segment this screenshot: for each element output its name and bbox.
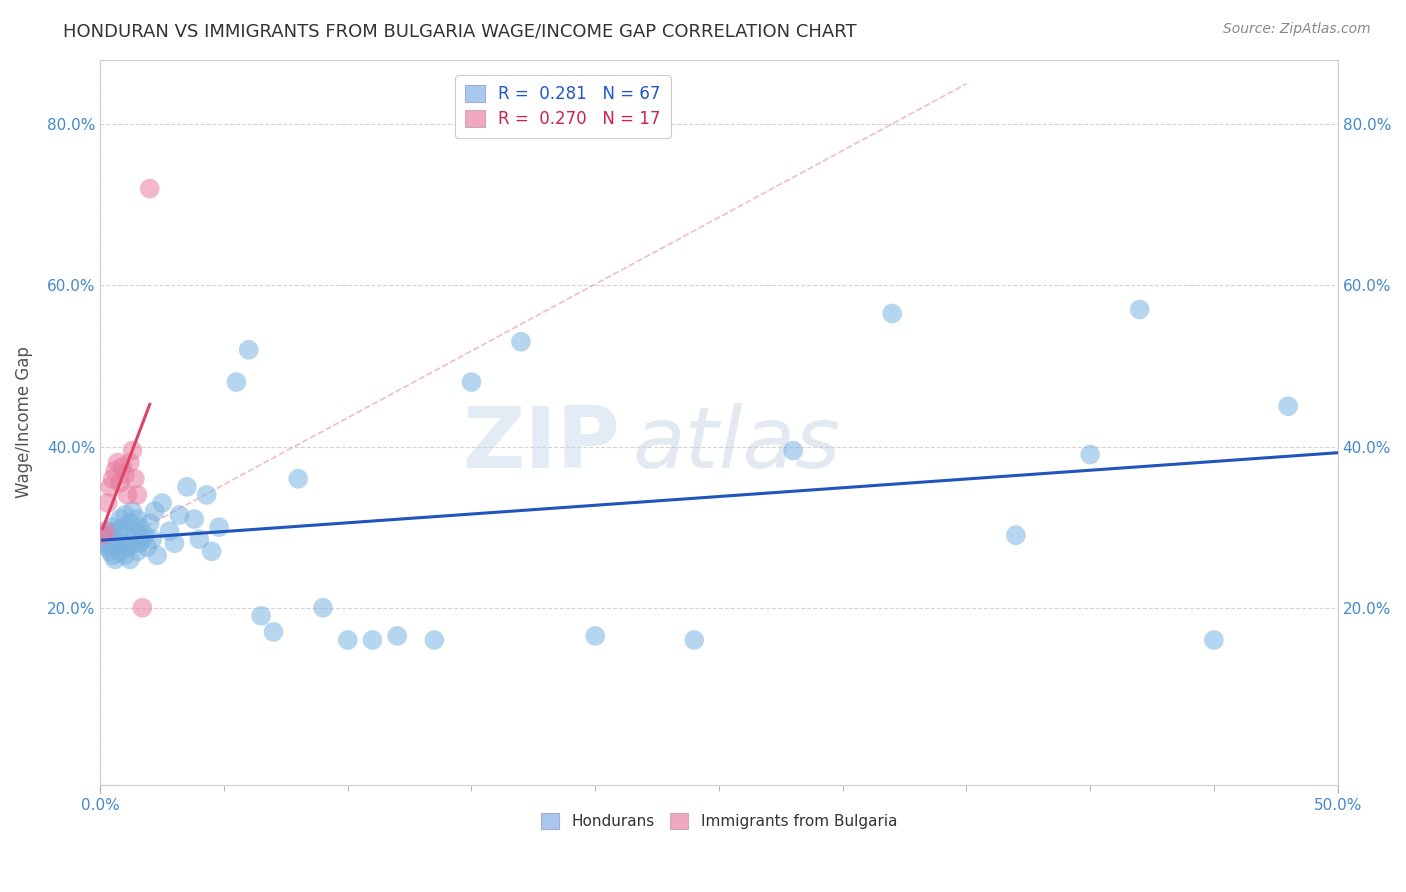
Point <box>117 488 139 502</box>
Point <box>111 459 134 474</box>
Legend: Hondurans, Immigrants from Bulgaria: Hondurans, Immigrants from Bulgaria <box>534 807 903 836</box>
Point <box>94 524 117 538</box>
Text: HONDURAN VS IMMIGRANTS FROM BULGARIA WAGE/INCOME GAP CORRELATION CHART: HONDURAN VS IMMIGRANTS FROM BULGARIA WAG… <box>63 22 856 40</box>
Point <box>108 475 131 490</box>
Point <box>336 632 359 647</box>
Text: Source: ZipAtlas.com: Source: ZipAtlas.com <box>1223 22 1371 37</box>
Point <box>1005 528 1028 542</box>
Point <box>101 472 124 486</box>
Point <box>150 496 173 510</box>
Point <box>121 536 143 550</box>
Point <box>127 488 149 502</box>
Point <box>238 343 260 357</box>
Point <box>169 508 191 522</box>
Point <box>423 632 446 647</box>
Point <box>127 544 149 558</box>
Point <box>108 512 131 526</box>
Point <box>98 480 121 494</box>
Point <box>104 533 127 547</box>
Point <box>287 472 309 486</box>
Point <box>104 464 127 478</box>
Point <box>201 544 224 558</box>
Y-axis label: Wage/Income Gap: Wage/Income Gap <box>15 346 32 499</box>
Point <box>94 536 117 550</box>
Point <box>159 524 181 538</box>
Point <box>107 456 129 470</box>
Point <box>387 629 409 643</box>
Point <box>510 334 533 349</box>
Point <box>131 600 153 615</box>
Point <box>141 533 163 547</box>
Point <box>128 520 150 534</box>
Point <box>250 608 273 623</box>
Point <box>208 520 231 534</box>
Point <box>111 536 134 550</box>
Point <box>195 488 218 502</box>
Point <box>146 549 169 563</box>
Point <box>139 181 162 195</box>
Point <box>104 552 127 566</box>
Point <box>127 512 149 526</box>
Point <box>176 480 198 494</box>
Point <box>1277 399 1299 413</box>
Point <box>117 528 139 542</box>
Point <box>1129 302 1152 317</box>
Point <box>183 512 205 526</box>
Point <box>111 520 134 534</box>
Point <box>97 496 120 510</box>
Point <box>263 624 285 639</box>
Text: atlas: atlas <box>633 402 841 485</box>
Point <box>361 632 384 647</box>
Point <box>143 504 166 518</box>
Point <box>91 533 114 547</box>
Point <box>225 375 247 389</box>
Point <box>121 504 143 518</box>
Text: ZIP: ZIP <box>463 402 620 485</box>
Point <box>583 629 606 643</box>
Point <box>91 528 114 542</box>
Point <box>97 541 120 555</box>
Point <box>118 516 141 530</box>
Point <box>782 443 804 458</box>
Point <box>101 549 124 563</box>
Point <box>107 541 129 555</box>
Point <box>163 536 186 550</box>
Point <box>136 541 159 555</box>
Point <box>124 524 146 538</box>
Point <box>128 536 150 550</box>
Point <box>118 456 141 470</box>
Point <box>188 533 211 547</box>
Point <box>97 524 120 538</box>
Point <box>131 533 153 547</box>
Point <box>121 443 143 458</box>
Point <box>312 600 335 615</box>
Point <box>1202 632 1225 647</box>
Point <box>114 508 136 522</box>
Point <box>98 544 121 558</box>
Point <box>460 375 482 389</box>
Point <box>117 541 139 555</box>
Point <box>108 544 131 558</box>
Point <box>98 528 121 542</box>
Point <box>139 516 162 530</box>
Point <box>118 552 141 566</box>
Point <box>134 528 156 542</box>
Point <box>683 632 706 647</box>
Point <box>107 524 129 538</box>
Point <box>114 467 136 482</box>
Point <box>114 549 136 563</box>
Point <box>124 472 146 486</box>
Point <box>882 306 904 320</box>
Point <box>1078 448 1101 462</box>
Point <box>101 520 124 534</box>
